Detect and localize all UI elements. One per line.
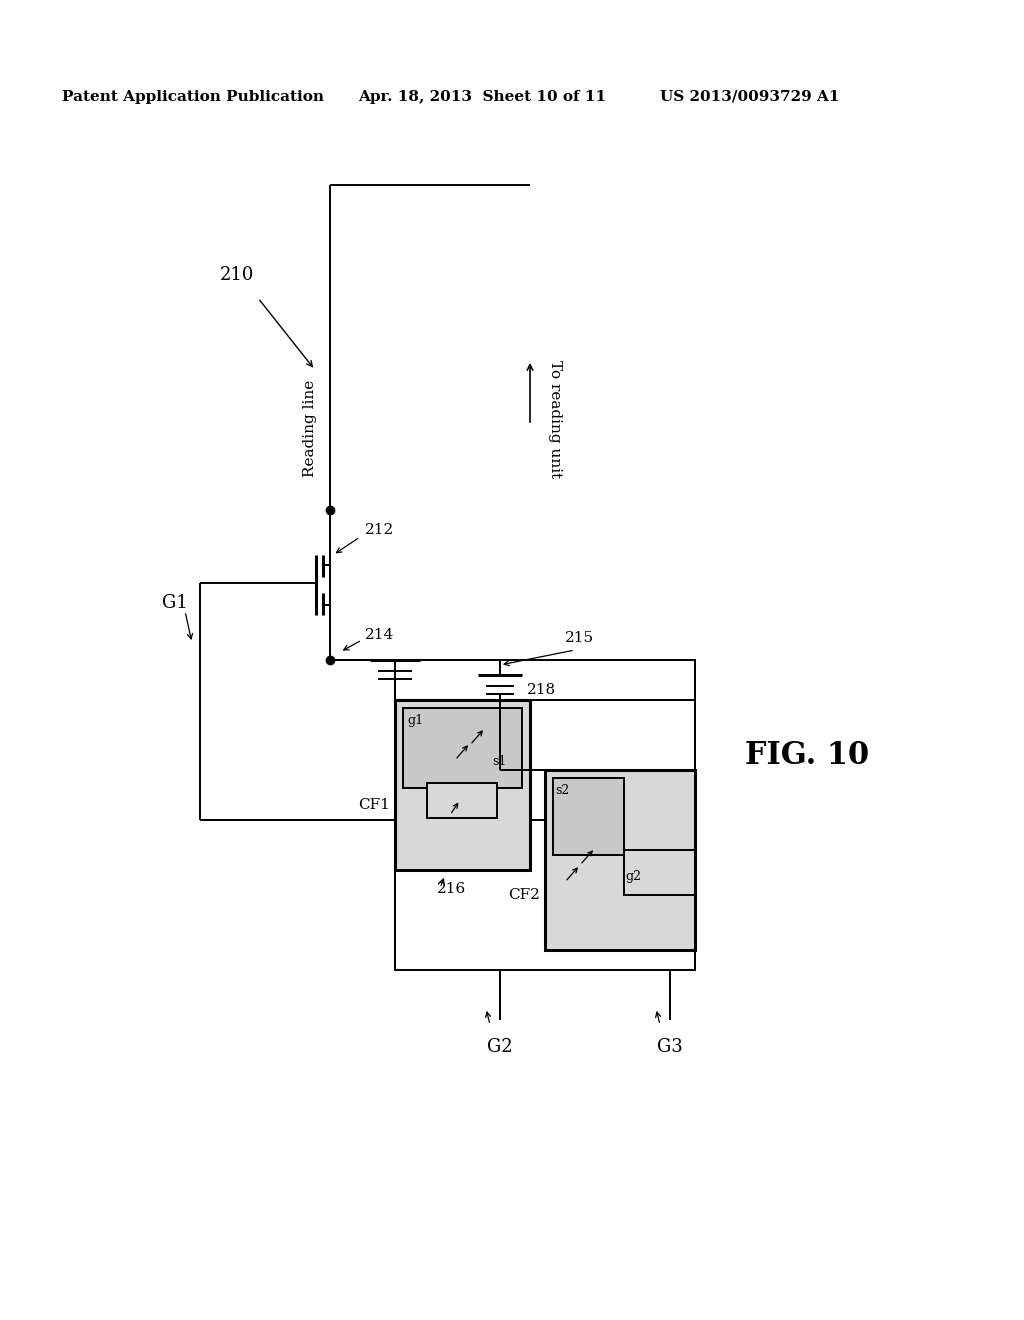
Text: 214: 214 (365, 628, 394, 642)
Bar (395, 660, 695, 970)
Text: FIG. 10: FIG. 10 (745, 739, 869, 771)
Text: Reading line: Reading line (303, 380, 317, 478)
Bar (427, 783, 497, 818)
Bar (624, 850, 695, 895)
Bar (553, 777, 624, 855)
Text: 215: 215 (565, 631, 594, 645)
Text: g2: g2 (625, 870, 641, 883)
Text: s2: s2 (555, 784, 569, 797)
Text: 218: 218 (527, 682, 556, 697)
Text: 216: 216 (437, 882, 466, 896)
Text: g1: g1 (407, 714, 423, 727)
Text: Apr. 18, 2013  Sheet 10 of 11: Apr. 18, 2013 Sheet 10 of 11 (358, 90, 606, 104)
Text: G1: G1 (162, 594, 188, 612)
Text: CF1: CF1 (358, 799, 390, 812)
Text: G2: G2 (487, 1038, 513, 1056)
Text: To reading unit: To reading unit (548, 360, 562, 478)
Bar (395, 700, 530, 870)
Text: Patent Application Publication: Patent Application Publication (62, 90, 324, 104)
Text: 210: 210 (220, 267, 254, 284)
Text: US 2013/0093729 A1: US 2013/0093729 A1 (660, 90, 840, 104)
Text: CF2: CF2 (508, 888, 540, 902)
Bar (403, 708, 522, 788)
Text: s1: s1 (492, 755, 507, 768)
Text: 212: 212 (365, 523, 394, 537)
Text: G3: G3 (657, 1038, 683, 1056)
Bar (545, 770, 695, 950)
